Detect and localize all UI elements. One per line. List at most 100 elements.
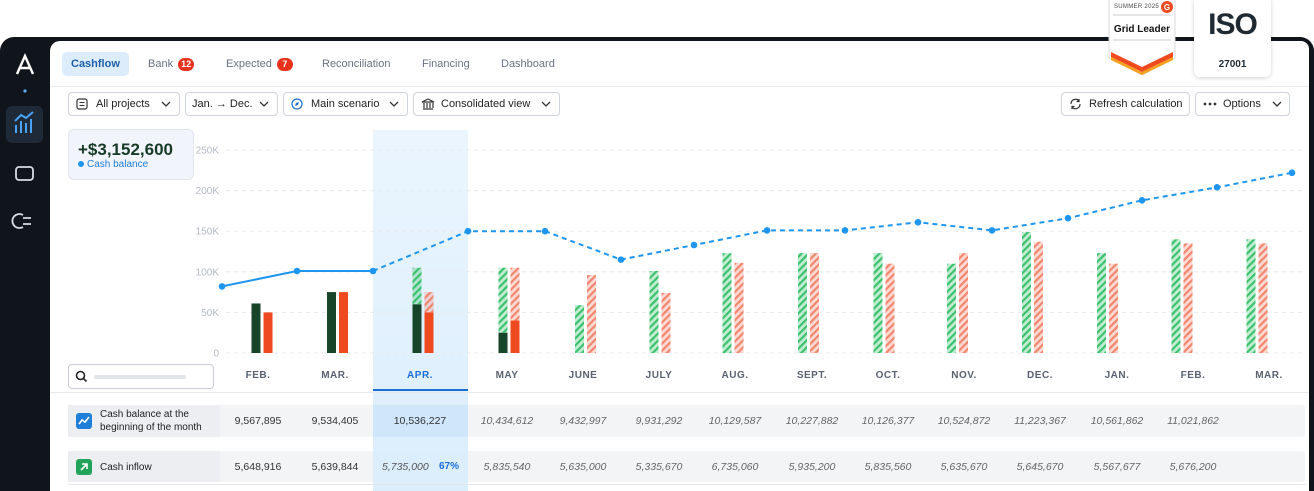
month-label: JUNE [568,370,598,381]
balance-point [1288,169,1296,177]
tab[interactable]: Bank 12 [139,52,203,76]
month-label: FEB. [1180,370,1206,381]
bar [1097,253,1106,353]
cell-value: 10,129,587 [708,415,762,427]
bar [959,253,968,353]
cell-value: 10,434,612 [480,415,534,427]
icon [421,98,435,110]
tab[interactable]: Financing [413,52,479,76]
bar [947,263,956,353]
cell-value: 5,935,200 [788,460,836,473]
bar [339,292,348,353]
balance-point [293,267,301,275]
divider [50,392,1309,393]
tab-label: Bank [148,58,174,70]
action-button[interactable]: Options [1195,92,1290,116]
bar [498,332,508,353]
divider [50,86,1309,87]
balance-point [1213,184,1221,191]
month-label: MAY [495,370,519,381]
iso-number: 27001 [1218,59,1247,70]
bar [510,267,520,321]
table-row [68,405,1305,437]
month-label: MAR. [1255,370,1283,381]
bar [734,262,744,353]
bar [575,305,584,353]
g2-season: SUMMER 2025 [1114,4,1159,10]
search-box[interactable] [68,364,214,389]
filter-button[interactable]: All projects [68,92,180,116]
bar [251,303,261,353]
y-tick-label: 200K [196,186,220,197]
month-label: NOV. [951,370,977,381]
bar [263,312,273,353]
action-label: Options [1223,98,1261,110]
iso-badge: ISO 27001 [1194,0,1271,77]
cell-value: 5,635,670 [940,460,988,473]
cell-value: 5,835,560 [864,460,912,473]
chevron [161,101,171,107]
month-label: OCT. [875,370,901,381]
balance-line-forecast [372,171,1293,272]
action-button[interactable]: Refresh calculation [1061,92,1190,116]
month-label: FEB. [245,370,271,381]
cell-value: 9,432,997 [559,415,607,427]
search-placeholder [94,375,186,379]
cell-value: 5,335,670 [635,460,683,473]
tab[interactable]: Cashflow [62,52,129,76]
tab-label: Expected [226,58,272,70]
bar [1109,263,1118,353]
balance-point [541,227,549,235]
cell-value: 10,524,872 [937,415,991,427]
row-label: Cash inflow [100,462,152,473]
filter-label: Consolidated view [441,98,531,110]
bar [327,292,336,353]
balance-point [763,227,771,234]
month-label: JULY [645,370,673,381]
chevron [259,101,269,107]
y-tick-label: 250K [196,146,220,157]
bar [885,263,895,353]
cell-value: 5,735,000 [382,460,429,473]
cell-value: 10,536,227 [393,415,447,427]
row-icon [76,458,92,475]
balance-point [464,227,472,235]
table-row-partial [68,484,1305,491]
search-icon [75,370,88,383]
g2-badge: G SUMMER 2025 Grid Leader [1108,0,1176,76]
tab[interactable]: Expected 7 [217,52,302,76]
nav-icon-magnet[interactable] [11,213,31,229]
balance-point [1138,197,1146,204]
tab[interactable]: Reconciliation [313,52,399,76]
nav-icon-cashflow [14,111,34,133]
cell-value: 9,567,895 [234,415,282,427]
balance-point [218,283,226,290]
cell-value: 10,227,882 [785,415,839,427]
current-cell [373,405,468,437]
month-label: APR. [407,370,433,381]
row-label-cell [68,451,220,482]
nav-icon-wallet[interactable] [15,166,34,181]
bar [1258,243,1268,353]
cell-value: 5,835,540 [483,460,531,473]
filter-button[interactable]: Consolidated view [413,92,560,116]
iso-title: ISO [1208,8,1258,41]
sidebar [6,53,43,229]
tab[interactable]: Dashboard [492,52,564,76]
bar [798,253,807,353]
bar [873,253,883,353]
filter-button[interactable]: Jan. → Dec. [185,92,278,116]
filter-button[interactable]: Main scenario [283,92,408,116]
bar [498,267,508,333]
bar [424,312,434,353]
filter-label: Jan. → Dec. [192,98,253,110]
icon [76,98,88,110]
y-tick-label: 100K [196,267,220,278]
balance-amount: +$3,152,600 [78,140,174,159]
cell-value: 10,126,377 [861,415,915,427]
nav-active[interactable] [6,106,43,143]
month-label: DEC. [1027,370,1053,381]
icon [1203,102,1217,106]
icon [291,98,303,110]
